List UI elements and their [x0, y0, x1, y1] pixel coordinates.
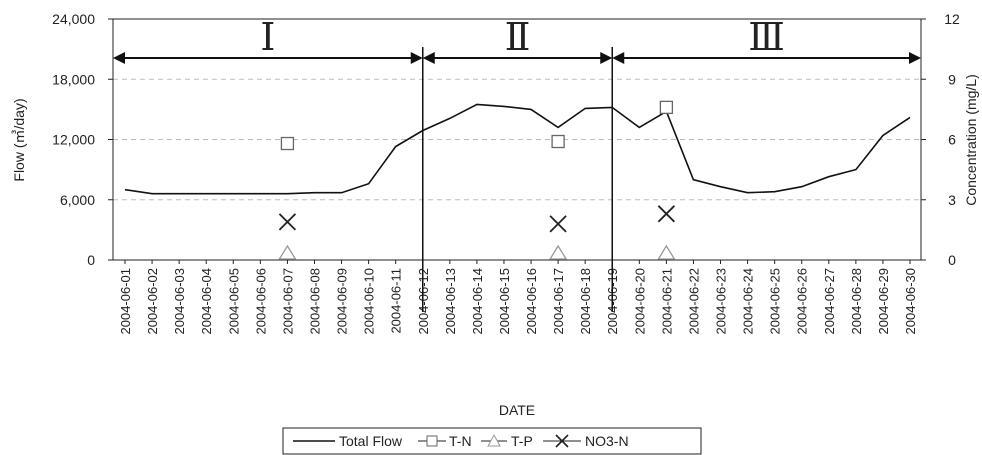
gridlines [113, 78, 921, 201]
x-tick-label: 2004-06-30 [903, 268, 918, 335]
x-tick-label: 2004-06-10 [362, 268, 377, 335]
x-tick-label: 2004-06-24 [741, 268, 756, 335]
legend: Total Flow T-N T-P NO3-N [282, 427, 702, 455]
period-arrowhead-right [909, 52, 921, 64]
x-tick-label: 2004-06-03 [172, 268, 187, 335]
series [124, 100, 911, 260]
x-tick-label: 2004-06-18 [578, 268, 593, 335]
legend-label-tp: T-P [511, 433, 533, 449]
y-tick-label-right: 0 [948, 252, 956, 268]
x-tick-label: 2004-06-08 [307, 268, 322, 335]
no3n-marker [657, 205, 676, 223]
period-arrowhead-left [422, 52, 435, 64]
tp-marker [278, 244, 297, 260]
y-tick-label-right: 12 [944, 11, 960, 27]
tn-marker [280, 136, 295, 151]
x-tick-label: 2004-06-05 [226, 268, 241, 335]
period-arrowhead-right [410, 52, 423, 64]
no3n-marker [278, 213, 297, 231]
y-axis-left-title: Flow (㎥/day) [11, 98, 27, 181]
right-y-axis: 0 3 6 9 12 [921, 11, 960, 268]
legend-swatch-no3n-marker [555, 434, 569, 448]
period-label: Ⅱ [505, 17, 531, 59]
tn-marker [659, 100, 674, 115]
x-tick-label: 2004-06-11 [389, 268, 404, 334]
legend-label-tn: T-N [449, 433, 472, 449]
x-tick-label: 2004-06-14 [470, 268, 485, 335]
x-axis-title: DATE [499, 402, 535, 418]
x-tick-label: 2004-06-15 [497, 268, 512, 335]
y-tick-label-right: 3 [948, 192, 956, 208]
x-tick-label: 2004-06-13 [443, 268, 458, 335]
y-tick-label-left: 6,000 [60, 192, 95, 208]
x-tick-label: 2004-06-26 [795, 268, 810, 335]
y-tick-label-right: 9 [948, 71, 956, 87]
y-tick-label-right: 6 [948, 132, 956, 148]
x-tick-label: 2004-06-16 [524, 268, 539, 335]
x-tick-label: 2004-06-20 [632, 268, 647, 335]
legend-swatch-tn-marker [426, 435, 438, 447]
x-tick-label: 2004-06-02 [145, 268, 160, 335]
y-tick-label-left: 24,000 [52, 11, 95, 27]
tn-marker [551, 134, 565, 149]
x-tick-label: 2004-06-23 [714, 268, 729, 335]
x-tick-label: 2004-06-29 [876, 268, 891, 335]
x-axis: 2004-06-01 2004-06-02 2004-06-03 2004-06-04… [118, 260, 918, 335]
x-tick-label: 2004-06-28 [849, 268, 864, 335]
legend-label-total-flow: Total Flow [339, 433, 403, 449]
tp-marker [548, 244, 568, 260]
x-tick-label: 2004-06-17 [551, 268, 566, 335]
period-arrowhead-left [612, 52, 625, 64]
left-y-axis: 0 6,000 12,000 18,000 24,000 [52, 11, 113, 268]
period-annotations: Ⅰ Ⅱ Ⅲ [113, 17, 921, 312]
legend-label-no3n: NO3-N [585, 433, 629, 449]
x-tick-label: 2004-06-25 [768, 268, 783, 335]
x-tick-label: 2004-06-01 [118, 268, 133, 335]
y-tick-label-left: 18,000 [52, 71, 95, 87]
y-tick-label-left: 0 [87, 252, 95, 268]
legend-swatch-tp-marker [487, 433, 501, 447]
x-tick-label: 2004-06-22 [686, 268, 701, 335]
x-tick-label: 2004-06-09 [335, 268, 350, 335]
period-arrowhead-right [600, 52, 613, 64]
no3n-marker [549, 215, 567, 233]
x-tick-label: 2004-06-04 [199, 268, 214, 335]
x-tick-label: 2004-06-27 [822, 268, 837, 335]
x-tick-label: 2004-06-21 [659, 268, 674, 335]
period-label: Ⅰ [260, 17, 275, 59]
x-tick-label: 2004-06-07 [280, 268, 295, 335]
series-line-total-flow [124, 103, 911, 195]
tp-marker [657, 244, 676, 260]
x-tick-label: 2004-06-06 [253, 268, 268, 335]
y-tick-label-left: 12,000 [52, 132, 95, 148]
period-arrowhead-left [113, 52, 125, 64]
period-label: Ⅲ [748, 17, 785, 59]
y-axis-right-title: Concentration (mg/L) [963, 74, 979, 206]
